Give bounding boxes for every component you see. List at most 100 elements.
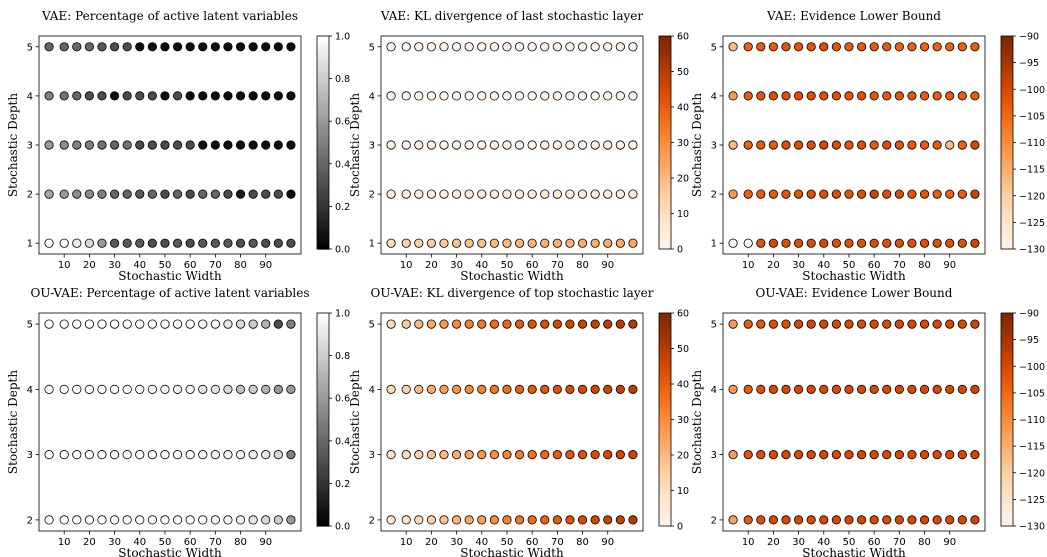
data-point — [603, 319, 613, 329]
data-point — [84, 140, 94, 150]
data-point — [414, 238, 424, 248]
data-point — [489, 140, 499, 150]
data-point — [273, 515, 283, 525]
colorbar-segment — [317, 348, 329, 353]
data-point — [527, 189, 537, 199]
y-tick-label: 1 — [27, 239, 33, 250]
colorbar-segment — [659, 217, 671, 222]
data-point — [160, 384, 170, 394]
data-point — [768, 42, 778, 52]
colorbar-segment — [317, 167, 329, 172]
colorbar-segment — [659, 515, 671, 520]
colorbar-segment — [317, 231, 329, 236]
data-point — [426, 91, 436, 101]
colorbar-segment — [1001, 352, 1013, 357]
data-point — [185, 189, 195, 199]
data-point — [603, 515, 613, 525]
data-point — [160, 515, 170, 525]
colorbar-segment — [1001, 217, 1013, 222]
colorbar-segment — [659, 344, 671, 350]
colorbar-segment — [659, 199, 671, 204]
data-point — [426, 515, 436, 525]
data-point — [235, 319, 246, 329]
data-point — [806, 91, 816, 101]
data-point — [273, 140, 283, 150]
data-point — [464, 319, 474, 329]
colorbar-segment — [1001, 330, 1013, 335]
colorbar-tick-label: 10 — [677, 209, 689, 220]
colorbar-segment — [659, 497, 671, 502]
data-point — [489, 42, 499, 52]
y-tick-label: 4 — [711, 91, 717, 102]
data-point — [59, 140, 69, 150]
data-point — [160, 140, 170, 150]
data-point — [235, 189, 246, 199]
data-point — [970, 319, 980, 329]
colorbar-segment — [1001, 341, 1013, 346]
data-point — [514, 42, 525, 52]
data-point — [401, 140, 411, 150]
data-point — [248, 384, 258, 394]
colorbar-segment — [317, 497, 329, 502]
colorbar-segment — [1001, 174, 1013, 179]
data-point — [806, 515, 816, 525]
data-point — [235, 238, 246, 248]
data-point — [489, 319, 499, 329]
data-point — [451, 238, 462, 248]
chart-panel: OU-VAE: KL divergence of top stochastic … — [348, 286, 689, 557]
data-point — [869, 189, 879, 199]
colorbar-segment — [659, 337, 671, 342]
data-point — [172, 91, 183, 101]
data-point — [109, 91, 120, 101]
data-point — [414, 42, 424, 52]
data-point — [72, 384, 82, 394]
data-point — [615, 515, 625, 525]
chart-panel: VAE: Percentage of active latent variabl… — [6, 9, 350, 283]
data-point — [414, 384, 424, 394]
data-point — [451, 450, 462, 460]
colorbar-segment — [659, 227, 671, 232]
data-point — [603, 384, 613, 394]
data-point — [109, 189, 120, 199]
colorbar-segment — [659, 455, 671, 460]
colorbar-segment — [1001, 138, 1013, 144]
data-point — [386, 42, 396, 52]
data-point — [793, 238, 804, 248]
colorbar-segment — [1001, 412, 1013, 417]
data-point — [489, 189, 499, 199]
data-point — [894, 42, 904, 52]
data-point — [756, 384, 766, 394]
data-point — [907, 140, 917, 150]
data-point — [198, 91, 208, 101]
colorbar-segment — [1001, 178, 1013, 183]
data-point — [135, 140, 145, 150]
data-point — [806, 42, 816, 52]
data-point — [590, 450, 600, 460]
data-point — [426, 42, 436, 52]
data-point — [135, 384, 145, 394]
data-point — [856, 189, 867, 199]
data-point — [781, 450, 791, 460]
chart-panel: VAE: KL divergence of last stochastic la… — [348, 9, 689, 283]
colorbar-segment — [317, 419, 329, 424]
data-point — [147, 384, 157, 394]
data-point — [615, 189, 625, 199]
colorbar-tick-label: 0.0 — [335, 522, 350, 533]
data-point — [590, 91, 600, 101]
colorbar-segment — [317, 121, 329, 126]
colorbar-segment — [317, 64, 329, 69]
data-point — [970, 450, 980, 460]
colorbar-segment — [1001, 387, 1013, 392]
colorbar-segment — [659, 138, 671, 144]
colorbar-segment — [659, 82, 671, 87]
colorbar-segment — [659, 426, 671, 431]
data-point — [147, 42, 157, 52]
colorbar-tick-label: −90 — [1019, 32, 1039, 43]
data-point — [844, 384, 854, 394]
data-point — [261, 91, 271, 101]
y-tick-label: 4 — [27, 91, 33, 102]
colorbar-segment — [1001, 82, 1013, 87]
x-axis-label: Stochastic Width — [460, 546, 564, 557]
colorbar: 0 10 20 30 40 50 60 — [658, 32, 689, 256]
data-point — [502, 238, 512, 248]
